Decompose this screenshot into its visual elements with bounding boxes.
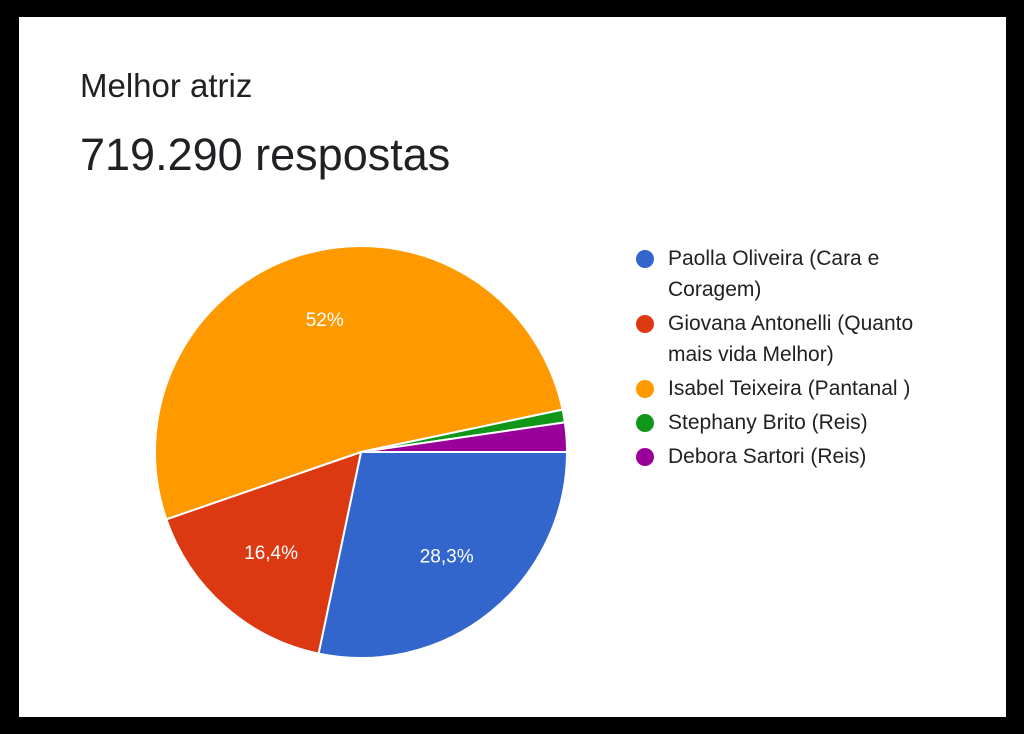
pie-slice[interactable] xyxy=(154,245,564,521)
slice-label: 28,3% xyxy=(420,547,474,568)
chart-title: Melhor atriz xyxy=(80,67,253,104)
legend-swatch xyxy=(636,380,654,398)
legend-swatch xyxy=(636,250,654,268)
legend-item[interactable]: Giovana Antonelli (Quanto mais vida Melh… xyxy=(636,308,936,370)
legend-label: Paolla Oliveira (Cara e Coragem) xyxy=(668,247,880,301)
legend-swatch xyxy=(636,414,654,432)
legend-item[interactable]: Stephany Brito (Reis) xyxy=(636,407,936,438)
pie-slice[interactable] xyxy=(360,421,569,453)
slice-label: 52% xyxy=(306,310,344,331)
legend-label: Debora Sartori (Reis) xyxy=(668,445,867,468)
legend-item[interactable]: Isabel Teixeira (Pantanal ) xyxy=(636,373,936,404)
slice-label: 16,4% xyxy=(244,543,298,564)
chart-legend: Paolla Oliveira (Cara e Coragem) Giovana… xyxy=(636,243,936,475)
legend-label: Isabel Teixeira (Pantanal ) xyxy=(668,377,911,400)
pie-slice[interactable] xyxy=(165,450,363,655)
legend-label: Giovana Antonelli (Quanto mais vida Melh… xyxy=(668,312,914,366)
response-count: 719.290 respostas xyxy=(80,129,451,180)
pie-slice[interactable] xyxy=(317,451,569,659)
chart-card: Melhor atriz 719.290 respostas 28,3% 16,4… xyxy=(19,17,1006,717)
legend-item[interactable]: Paolla Oliveira (Cara e Coragem) xyxy=(636,243,936,305)
legend-item[interactable]: Debora Sartori (Reis) xyxy=(636,441,936,472)
legend-swatch xyxy=(636,448,654,466)
legend-label: Stephany Brito (Reis) xyxy=(668,411,868,434)
legend-swatch xyxy=(636,315,654,333)
pie-chart: 28,3% 16,4% 52% xyxy=(154,245,569,659)
